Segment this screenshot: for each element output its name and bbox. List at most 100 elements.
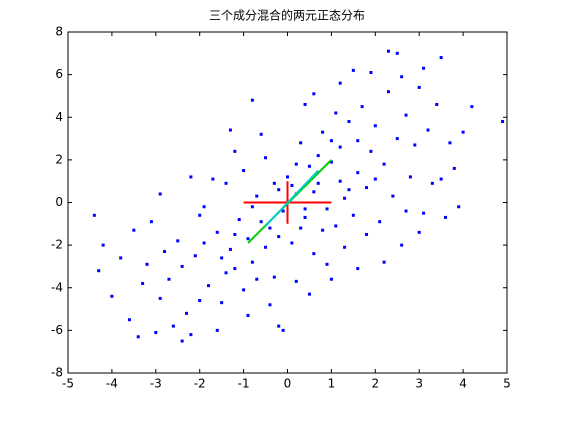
point [206,284,210,288]
point [408,175,412,179]
point [220,301,224,305]
point [444,215,448,219]
point [149,220,153,224]
y-tick-label: 6 [55,67,63,81]
x-tick-label: -1 [238,377,250,391]
point [255,194,259,198]
point [268,303,272,307]
point [272,181,276,185]
point [228,128,232,132]
point [386,90,390,94]
point [220,256,224,260]
point [281,328,285,332]
point [277,324,281,328]
x-tick-label: 3 [415,377,423,391]
point [259,132,263,136]
point [382,260,386,264]
x-tick-label: -5 [62,377,74,391]
point [277,235,281,239]
point [250,205,254,209]
point [224,181,228,185]
point [351,213,355,217]
point [145,262,149,266]
y-tick-label: -4 [51,280,63,294]
point [268,226,272,230]
point [193,254,197,258]
point [321,228,325,232]
point [439,56,443,60]
point [97,269,101,273]
point [246,313,250,317]
point [400,243,404,247]
point [101,243,105,247]
point [439,177,443,181]
point [321,130,325,134]
point [215,230,219,234]
point [158,296,162,300]
point [202,241,206,245]
point [338,145,342,149]
point [356,139,360,143]
point [413,143,417,147]
point [329,160,333,164]
y-tick-label: 8 [55,25,63,39]
point [312,190,316,194]
y-tick-label: 2 [55,152,63,166]
point [400,75,404,79]
point [391,194,395,198]
point [334,111,338,115]
point [386,49,390,53]
point [382,162,386,166]
x-tick-label: -3 [150,377,162,391]
point [365,186,369,190]
point [237,218,241,222]
point [250,260,254,264]
y-tick-label: 4 [55,110,63,124]
point [470,105,474,109]
point [369,149,373,153]
point [180,339,184,343]
point [351,68,355,72]
point [189,175,193,179]
point [242,288,246,292]
point [365,232,369,236]
point [501,120,505,124]
point [404,209,408,213]
point [171,324,175,328]
point [347,120,351,124]
point [264,245,268,249]
point [299,226,303,230]
point [334,224,338,228]
point [259,220,263,224]
point [360,105,364,109]
point [119,256,123,260]
point [154,331,158,335]
point [395,137,399,141]
point [417,85,421,89]
point [395,51,399,55]
point [202,205,206,209]
point [180,264,184,268]
point [127,318,131,322]
point [378,220,382,224]
point [264,156,268,160]
point [167,277,171,281]
point [347,188,351,192]
point [325,262,329,266]
point [312,252,316,256]
point [250,98,254,102]
point [329,139,333,143]
point [312,92,316,96]
point [294,162,298,166]
point [92,213,96,217]
point [255,277,259,281]
point [185,311,189,315]
point [299,141,303,145]
point [404,113,408,117]
point [215,328,219,332]
point [163,250,167,254]
point [461,130,465,134]
point [132,228,136,232]
y-tick-label: -2 [51,238,63,252]
